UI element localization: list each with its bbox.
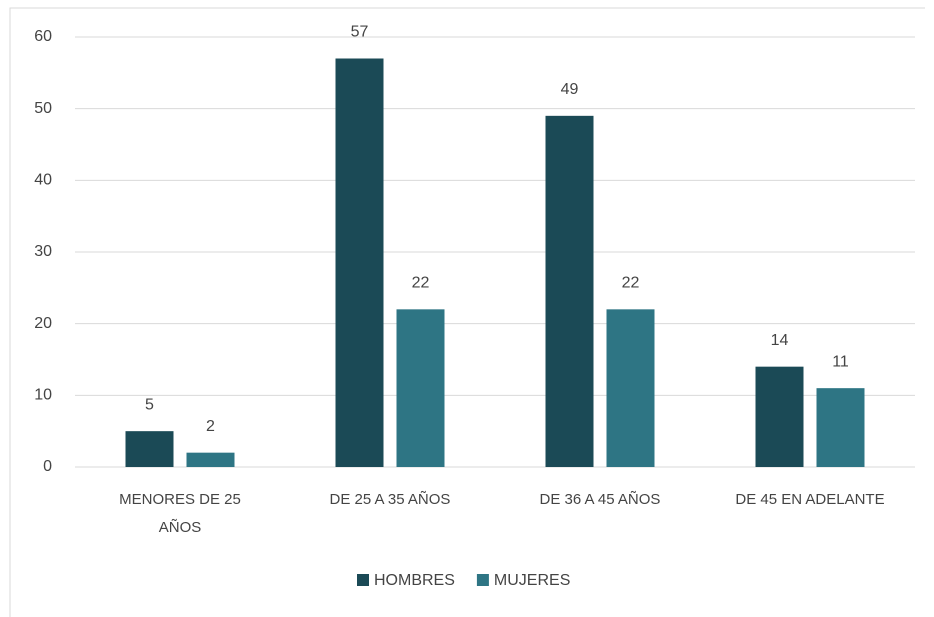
y-tick-label: 0 bbox=[43, 458, 52, 475]
y-tick-label: 60 bbox=[34, 28, 52, 45]
y-tick-label: 20 bbox=[34, 315, 52, 332]
data-label: 11 bbox=[832, 353, 849, 370]
data-label: 2 bbox=[206, 418, 215, 435]
data-label: 57 bbox=[351, 24, 369, 41]
data-label: 22 bbox=[622, 275, 640, 292]
legend-swatch bbox=[357, 574, 369, 586]
y-tick-label: 50 bbox=[34, 100, 52, 117]
legend-label: HOMBRES bbox=[374, 572, 455, 589]
x-tick-label: DE 45 EN ADELANTE bbox=[735, 491, 885, 508]
bar bbox=[755, 366, 804, 467]
y-tick-label: 30 bbox=[34, 243, 52, 260]
bar bbox=[125, 431, 174, 467]
data-label: 49 bbox=[561, 81, 579, 98]
x-tick-label: DE 25 A 35 AÑOS bbox=[329, 491, 451, 508]
x-tick-label: MENORES DE 25 AÑOS bbox=[119, 491, 241, 536]
bar bbox=[335, 58, 384, 467]
bar bbox=[186, 452, 235, 467]
data-label: 14 bbox=[771, 332, 789, 349]
legend-swatch bbox=[476, 574, 489, 586]
y-tick-label: 10 bbox=[34, 387, 52, 404]
bar bbox=[606, 309, 655, 467]
chart-frame bbox=[9, 7, 925, 617]
legend-label: MUJERES bbox=[494, 572, 570, 589]
bar bbox=[396, 309, 445, 467]
x-tick-label: DE 36 A 45 AÑOS bbox=[539, 491, 661, 508]
y-tick-label: 40 bbox=[34, 172, 52, 189]
bar bbox=[545, 115, 594, 467]
data-label: 22 bbox=[412, 275, 430, 292]
bar bbox=[816, 388, 865, 467]
data-label: 5 bbox=[145, 396, 154, 413]
